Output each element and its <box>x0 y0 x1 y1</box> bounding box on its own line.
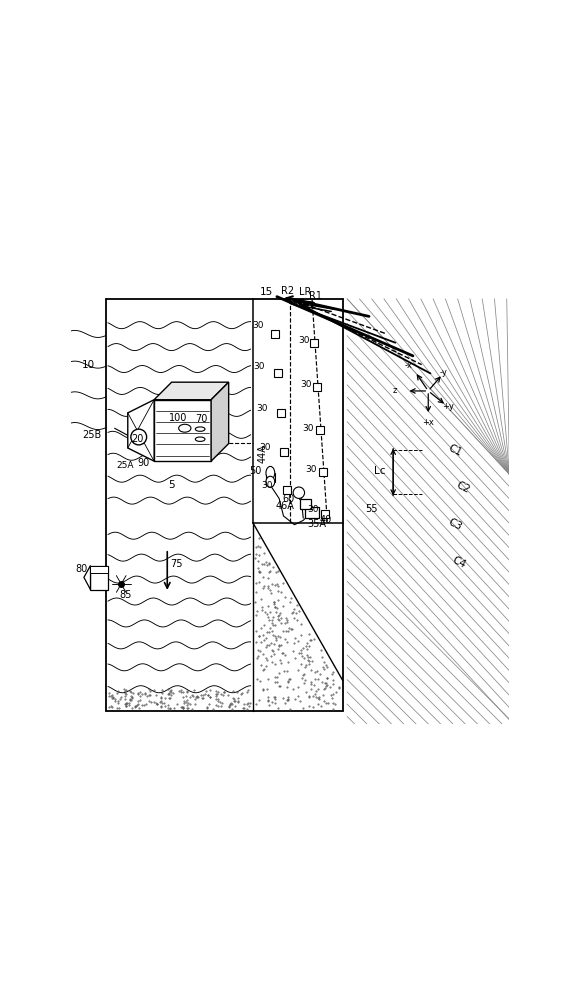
Text: 60: 60 <box>282 494 294 504</box>
Text: 30: 30 <box>254 362 265 371</box>
Bar <box>91 566 108 573</box>
Text: 30: 30 <box>305 465 316 474</box>
Text: C3: C3 <box>446 517 463 532</box>
Text: LR: LR <box>299 287 312 297</box>
Circle shape <box>131 429 147 445</box>
Polygon shape <box>154 382 229 400</box>
Ellipse shape <box>179 424 191 432</box>
Text: 46A: 46A <box>276 501 294 511</box>
Bar <box>271 330 278 338</box>
Text: 80: 80 <box>75 564 87 574</box>
Polygon shape <box>84 566 91 590</box>
Text: 90: 90 <box>138 458 149 468</box>
Bar <box>306 507 319 518</box>
Polygon shape <box>211 382 229 461</box>
Circle shape <box>293 487 305 498</box>
Text: 30: 30 <box>303 424 314 433</box>
Text: 20: 20 <box>131 434 143 444</box>
Ellipse shape <box>266 466 275 480</box>
Bar <box>319 468 327 476</box>
Text: 100: 100 <box>169 413 187 423</box>
Text: 30: 30 <box>261 481 273 490</box>
Text: z: z <box>392 386 397 395</box>
Text: 30: 30 <box>252 321 264 330</box>
Text: 30: 30 <box>301 380 312 389</box>
Text: 55: 55 <box>365 504 378 514</box>
Text: R1: R1 <box>309 291 322 301</box>
Text: 15: 15 <box>259 287 273 297</box>
Text: +x: +x <box>422 418 434 427</box>
Bar <box>154 400 211 461</box>
Bar <box>310 339 318 347</box>
Text: 10: 10 <box>82 360 95 370</box>
Text: -x: -x <box>404 361 413 370</box>
Bar <box>314 383 321 391</box>
Bar <box>91 566 108 590</box>
Bar <box>316 426 324 434</box>
Text: 30: 30 <box>256 404 268 413</box>
Text: 50: 50 <box>249 466 261 476</box>
Bar <box>277 409 285 417</box>
Text: C1: C1 <box>446 443 463 458</box>
Text: 70: 70 <box>195 414 207 424</box>
Text: 5: 5 <box>168 480 175 490</box>
Bar <box>321 510 329 518</box>
Text: +y: +y <box>442 402 454 411</box>
Bar <box>300 499 311 509</box>
Ellipse shape <box>195 437 205 441</box>
Text: -y: -y <box>440 368 448 377</box>
Text: Lc: Lc <box>374 466 385 476</box>
Ellipse shape <box>195 427 205 431</box>
Ellipse shape <box>266 476 275 487</box>
Text: 25A: 25A <box>117 461 134 470</box>
Bar <box>284 486 291 494</box>
Text: 25B: 25B <box>82 430 101 440</box>
Text: 75: 75 <box>170 559 182 569</box>
Text: 44A: 44A <box>257 444 267 463</box>
Bar <box>280 448 288 456</box>
Text: 85: 85 <box>119 590 132 600</box>
Text: 30: 30 <box>259 443 271 452</box>
Text: 40: 40 <box>319 515 332 525</box>
Polygon shape <box>128 400 154 461</box>
Text: C4: C4 <box>451 554 468 570</box>
Text: C2: C2 <box>455 480 472 495</box>
Text: R2: R2 <box>281 286 294 296</box>
Bar <box>274 369 282 377</box>
Text: 30: 30 <box>298 336 310 345</box>
Text: 30: 30 <box>307 505 319 514</box>
Text: 35A: 35A <box>308 519 327 529</box>
